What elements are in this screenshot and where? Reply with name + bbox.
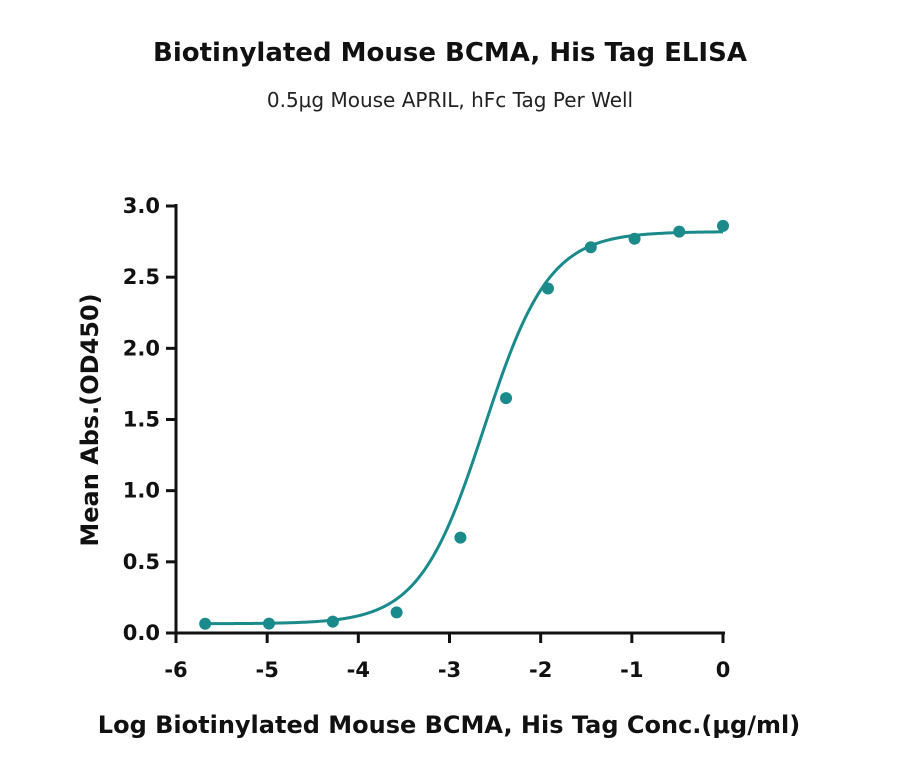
- data-point: [262, 617, 275, 630]
- y-tick-label: 2.5: [123, 265, 160, 289]
- y-tick-label: 0.5: [123, 550, 160, 574]
- y-tick-label: 1.5: [123, 408, 160, 432]
- x-tick-label: 0: [716, 658, 731, 682]
- fit-curve: [205, 230, 724, 626]
- x-tick-label: -4: [347, 658, 370, 682]
- y-tick-label: 3.0: [123, 194, 160, 218]
- data-point: [628, 232, 641, 245]
- y-tick-label: 1.0: [123, 479, 160, 503]
- y-axis-label: Mean Abs.(OD450): [76, 293, 104, 546]
- x-axis-label: Log Biotinylated Mouse BCMA, His Tag Con…: [98, 711, 800, 739]
- chart-title: Biotinylated Mouse BCMA, His Tag ELISA: [153, 38, 747, 68]
- data-point: [454, 531, 467, 544]
- data-point: [673, 225, 686, 238]
- data-point: [584, 241, 597, 254]
- data-point: [717, 219, 729, 232]
- y-tick-label: 2.0: [123, 336, 160, 360]
- data-points-group: [199, 219, 729, 630]
- x-tick-label: -1: [620, 658, 643, 682]
- x-tick-label: -3: [438, 658, 461, 682]
- y-tick-label: 0.0: [123, 621, 160, 645]
- chart-subtitle: 0.5μg Mouse APRIL, hFc Tag Per Well: [266, 88, 634, 112]
- x-tick-label: -5: [256, 658, 279, 682]
- x-tick-label: -6: [164, 658, 187, 682]
- data-point: [199, 617, 212, 630]
- fit-curve-group: [205, 230, 724, 626]
- data-point: [541, 282, 554, 295]
- data-point: [326, 615, 339, 628]
- data-point: [390, 606, 403, 619]
- data-point: [500, 392, 513, 405]
- x-tick-label: -2: [529, 658, 552, 682]
- axes: 0.0 0.5 1.0 1.5 2.0 2.5 3.0 -6 -5 -4 -3 -2 -1 0: [123, 194, 731, 682]
